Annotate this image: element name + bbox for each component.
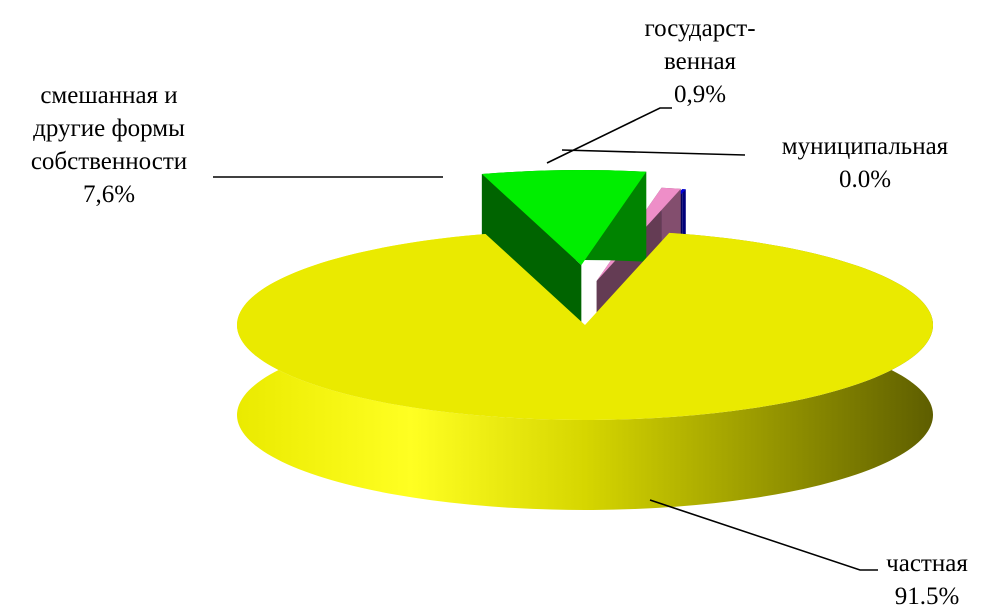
slice-name-state-line2: венная	[663, 48, 737, 75]
slice-name-mixed-line2: другие формы	[33, 115, 185, 142]
pie-slice-private	[237, 232, 934, 511]
slice-name-mixed-line3: собственности	[30, 148, 188, 175]
slice-label-private: частная 91.5%	[872, 547, 982, 613]
pie-slice-top-mixed	[481, 170, 647, 266]
pie-slice-top-private	[237, 232, 934, 421]
slice-value-state: 0,9%	[673, 81, 727, 108]
slice-name-mixed-line1: смешанная и	[40, 82, 178, 109]
leader-line-private	[649, 499, 878, 571]
slice-name-state-line1: государст-	[644, 15, 756, 42]
slice-value-municipal: 0.0%	[838, 166, 892, 193]
leader-line-state	[546, 107, 672, 164]
slice-value-mixed: 7,6%	[82, 181, 136, 208]
slice-label-state: государст- венная 0,9%	[620, 12, 780, 111]
slice-name-private: частная	[886, 550, 968, 577]
leader-line-municipal	[561, 149, 746, 156]
slice-name-municipal: муниципальная	[781, 133, 949, 160]
slice-value-private: 91.5%	[894, 583, 960, 610]
slice-label-mixed: смешанная и другие формы собственности 7…	[0, 79, 218, 211]
slice-label-municipal: муниципальная 0.0%	[745, 130, 985, 196]
